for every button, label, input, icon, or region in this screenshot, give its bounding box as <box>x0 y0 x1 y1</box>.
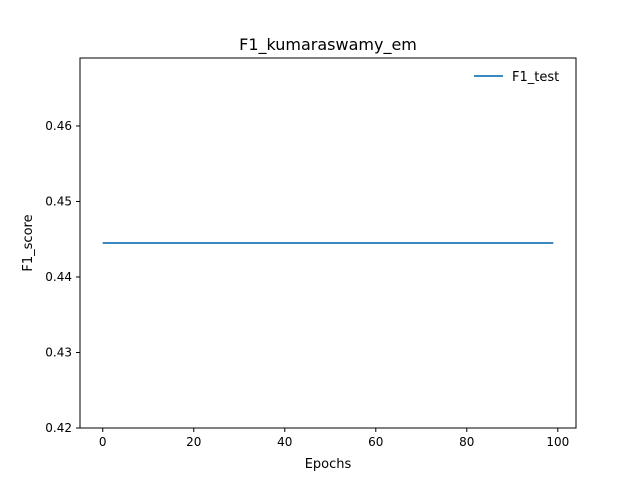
x-axis-label: Epochs <box>305 457 352 472</box>
y-tick-label: 0.43 <box>45 345 72 359</box>
legend: F1_test <box>474 70 559 85</box>
x-tick-label: 0 <box>99 435 107 449</box>
legend-label-f1-test: F1_test <box>512 70 559 85</box>
y-tick-label: 0.44 <box>45 270 72 284</box>
y-tick-label: 0.46 <box>45 119 72 133</box>
chart-title: F1_kumaraswamy_em <box>239 35 417 55</box>
x-tick-label: 100 <box>546 435 569 449</box>
x-tick-label: 40 <box>277 435 292 449</box>
y-tick-label: 0.45 <box>45 194 72 208</box>
x-tick-label: 60 <box>368 435 383 449</box>
y-axis-ticks: 0.42 0.43 0.44 0.45 0.46 <box>45 119 80 435</box>
x-tick-label: 20 <box>186 435 201 449</box>
x-tick-label: 80 <box>459 435 474 449</box>
y-axis-label: F1_score <box>21 214 36 271</box>
y-tick-label: 0.42 <box>45 421 72 435</box>
x-axis-ticks: 0 20 40 60 80 100 <box>99 428 569 449</box>
